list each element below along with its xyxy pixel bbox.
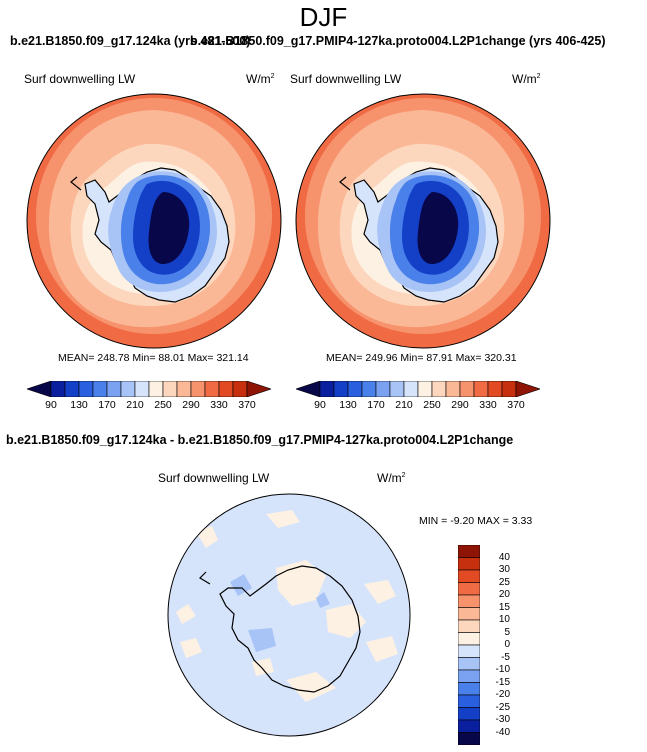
colorbar-swatch [120,381,136,397]
colorbar-tick-label: -40 [495,726,510,738]
colorbar-tick-label: -30 [495,714,510,725]
diff-panel-units: W/m2 [377,471,406,485]
colorbar-swatch [333,381,349,397]
colorbar-tick-label: 250 [423,399,441,411]
panel-1-polar-map [26,93,282,349]
panel-2-stats: MEAN= 249.96 Min= 87.91 Max= 320.31 [326,352,517,364]
colorbar-swatch [106,381,122,397]
colorbar-tick-label: 290 [451,399,469,411]
colorbar-tick-label: 0 [504,639,510,650]
colorbar-swatch [78,381,94,397]
panel-1-variable: Surf downwelling LW [24,72,136,86]
colorbar-tick-label: 210 [126,399,144,411]
colorbar-tick-label: 90 [45,399,57,411]
panel-2-polar-map [295,93,551,349]
panel-2-units: W/m2 [512,72,541,86]
colorbar-swatch [347,381,363,397]
diff-panel-variable: Surf downwelling LW [158,471,270,485]
colorbar-tick-label: 90 [314,399,326,411]
colorbar-tick-label: 170 [98,399,116,411]
colorbar-tick-label: 25 [498,576,510,588]
colorbar-tick-label: -20 [495,689,510,700]
diff-colorbar-ticks: 40 30 25 20 15 10 5 0 -5 -10 -15 -20 -25 -30 -40 [446,540,510,750]
colorbar-swatch [515,381,540,397]
colorbar-swatch [64,381,80,397]
panel-1-units: W/m2 [246,72,275,86]
colorbar-tick-label: -5 [501,651,510,663]
colorbar-tick-label: 170 [367,399,385,411]
panel-2-variable: Surf downwelling LW [290,72,402,86]
model-a-header: b.e21.B1850.f09_g17.124ka (yrs 481-500) [10,34,251,48]
diff-polar-map [167,493,411,737]
colorbar-swatch [431,381,447,397]
colorbar-swatch [232,381,248,397]
colorbar-swatch [27,381,52,397]
colorbar-tick-label: 370 [238,399,256,411]
colorbar-swatch [458,732,480,745]
colorbar-swatch [50,381,66,397]
colorbar-swatch [246,381,271,397]
colorbar-tick-label: 250 [154,399,172,411]
colorbar-swatch [389,381,405,397]
colorbar-swatch [417,381,433,397]
colorbar-swatch [375,381,391,397]
colorbar-tick-label: 330 [479,399,497,411]
colorbar-swatch [204,381,220,397]
colorbar-swatch [319,381,335,397]
colorbar-swatch [190,381,206,397]
colorbar-swatch [218,381,234,397]
difference-header: b.e21.B1850.f09_g17.124ka - b.e21.B1850.… [6,433,514,447]
colorbar-swatch [445,381,461,397]
colorbar-tick-label: 30 [498,564,510,575]
colorbar-swatch [361,381,377,397]
colorbar-swatch [92,381,108,397]
panel-1-colorbar [27,381,271,397]
panel-1-stats: MEAN= 248.78 Min= 88.01 Max= 321.14 [58,352,249,364]
season-title: DJF [299,2,348,32]
colorbar-swatch [296,381,321,397]
colorbar-swatch [487,381,503,397]
colorbar-tick-label: 290 [182,399,200,411]
colorbar-tick-label: -10 [495,664,510,675]
colorbar-tick-label: -25 [495,701,510,713]
colorbar-swatch [148,381,164,397]
colorbar-swatch [176,381,192,397]
colorbar-tick-label: 15 [498,601,510,613]
colorbar-swatch [473,381,489,397]
diff-panel-stats: MIN = -9.20 MAX = 3.33 [419,515,533,527]
colorbar-tick-label: -15 [495,676,510,688]
colorbar-swatch [459,381,475,397]
panel-2-colorbar [296,381,540,397]
colorbar-tick-label: 40 [498,551,510,563]
colorbar-swatch [501,381,517,397]
diff-colorbar [458,545,480,745]
colorbar-tick-label: 20 [498,589,510,600]
panel-1-colorbar-ticks: 90 130 170 210 250 290 330 370 [0,399,647,415]
colorbar-swatch [403,381,419,397]
colorbar-tick-label: 210 [395,399,413,411]
colorbar-tick-label: 330 [210,399,228,411]
colorbar-swatch [134,381,150,397]
colorbar-tick-label: 130 [70,399,88,411]
colorbar-tick-label: 5 [504,626,510,638]
panel-2-colorbar-ticks: 90 130 170 210 250 290 330 370 [0,399,647,415]
colorbar-tick-label: 370 [507,399,525,411]
model-b-header: b.e21.B1850.f09_g17.PMIP4-127ka.proto004… [190,34,606,48]
colorbar-tick-label: 130 [339,399,357,411]
colorbar-tick-label: 10 [498,614,510,625]
colorbar-swatch [162,381,178,397]
